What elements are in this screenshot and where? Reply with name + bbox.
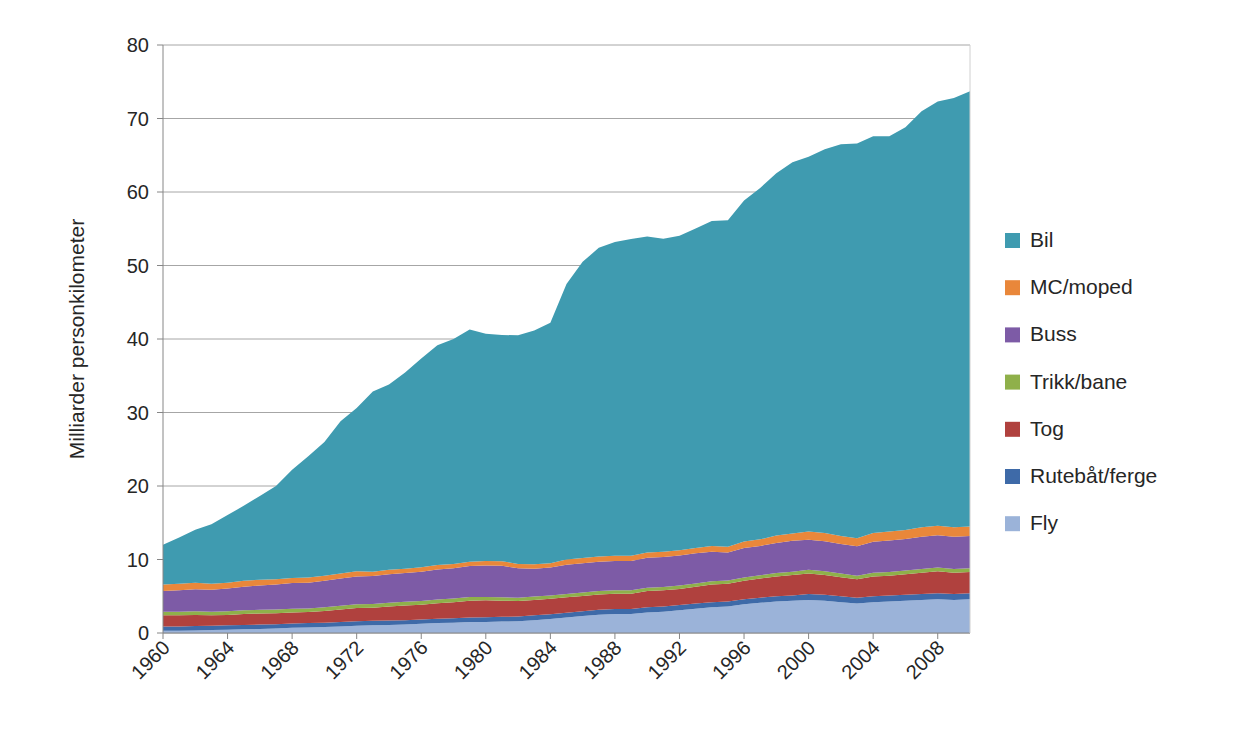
y-tick	[157, 559, 163, 560]
legend-swatch	[1005, 233, 1020, 248]
x-tick	[550, 633, 551, 639]
legend-swatch	[1005, 516, 1020, 531]
x-tick	[485, 633, 486, 639]
x-tick	[808, 633, 809, 639]
legend-swatch	[1005, 469, 1020, 484]
y-tick-label: 20	[127, 475, 149, 497]
legend-label: Fly	[1030, 511, 1058, 534]
y-tick	[157, 633, 163, 634]
x-tick	[421, 633, 422, 639]
y-tick	[157, 412, 163, 413]
x-tick	[292, 633, 293, 639]
areas	[163, 91, 970, 633]
grid-line	[163, 118, 970, 119]
y-tick-label: 50	[127, 255, 149, 277]
grid-line	[163, 45, 970, 46]
x-tick	[356, 633, 357, 639]
legend-label: Tog	[1030, 417, 1064, 440]
area	[163, 91, 970, 584]
x-tick	[679, 633, 680, 639]
y-tick-label: 40	[127, 328, 149, 350]
grid	[157, 45, 970, 633]
x-tick	[614, 633, 615, 639]
x-tick-label: 1992	[643, 636, 690, 683]
x-tick-label: 1996	[708, 636, 755, 683]
x-tick-label: 2000	[772, 636, 819, 683]
legend-swatch	[1005, 422, 1020, 437]
x-tick-label: 1988	[579, 636, 626, 683]
y-tick	[157, 45, 163, 46]
legend-label: Buss	[1030, 322, 1077, 345]
x-tick	[873, 633, 874, 639]
y-tick	[157, 118, 163, 119]
y-tick-label: 70	[127, 108, 149, 130]
y-tick-label: 10	[127, 549, 149, 571]
x-tick-label: 1976	[385, 636, 432, 683]
x-tick-label: 1972	[320, 636, 367, 683]
x-tick-label: 1968	[256, 636, 303, 683]
y-tick	[157, 265, 163, 266]
legend-label: Bil	[1030, 228, 1053, 251]
x-tick-label: 1964	[191, 636, 238, 683]
y-tick	[157, 339, 163, 340]
legend-label: MC/moped	[1030, 275, 1133, 298]
x-tick-label: 2004	[837, 636, 884, 683]
y-tick-label: 30	[127, 402, 149, 424]
legend-label: Trikk/bane	[1030, 370, 1127, 393]
grid-line	[163, 633, 970, 634]
x-tick-label: 2008	[902, 636, 949, 683]
y-tick	[157, 486, 163, 487]
plot-edge	[970, 45, 971, 633]
legend-swatch	[1005, 280, 1020, 295]
x-tick-label: 1960	[127, 636, 174, 683]
x-tick	[744, 633, 745, 639]
x-tick	[227, 633, 228, 639]
y-tick-label: 80	[127, 34, 149, 56]
x-tick-label: 1984	[514, 636, 561, 683]
x-axis	[163, 633, 970, 634]
y-tick-label: 0	[138, 622, 149, 644]
legend-swatch	[1005, 327, 1020, 342]
legend: Bil MC/moped Buss Trikk/bane Tog Rutebåt/ferg…	[1005, 228, 1157, 534]
page: {"chart_data": { "type": "area", "stacke…	[0, 0, 1242, 729]
y-axis-label: Milliarder personkilometer	[65, 219, 88, 459]
legend-label: Rutebåt/ferge	[1030, 464, 1157, 487]
y-tick	[157, 192, 163, 193]
x-tick	[163, 633, 164, 639]
x-tick-label: 1980	[450, 636, 497, 683]
chart: 0 10 20 30 40 50 60 70 80 1960 1964 1968 1972 1976 198…	[0, 0, 1242, 729]
x-tick	[937, 633, 938, 639]
y-axis	[163, 45, 164, 633]
y-tick-label: 60	[127, 181, 149, 203]
legend-swatch	[1005, 375, 1020, 390]
